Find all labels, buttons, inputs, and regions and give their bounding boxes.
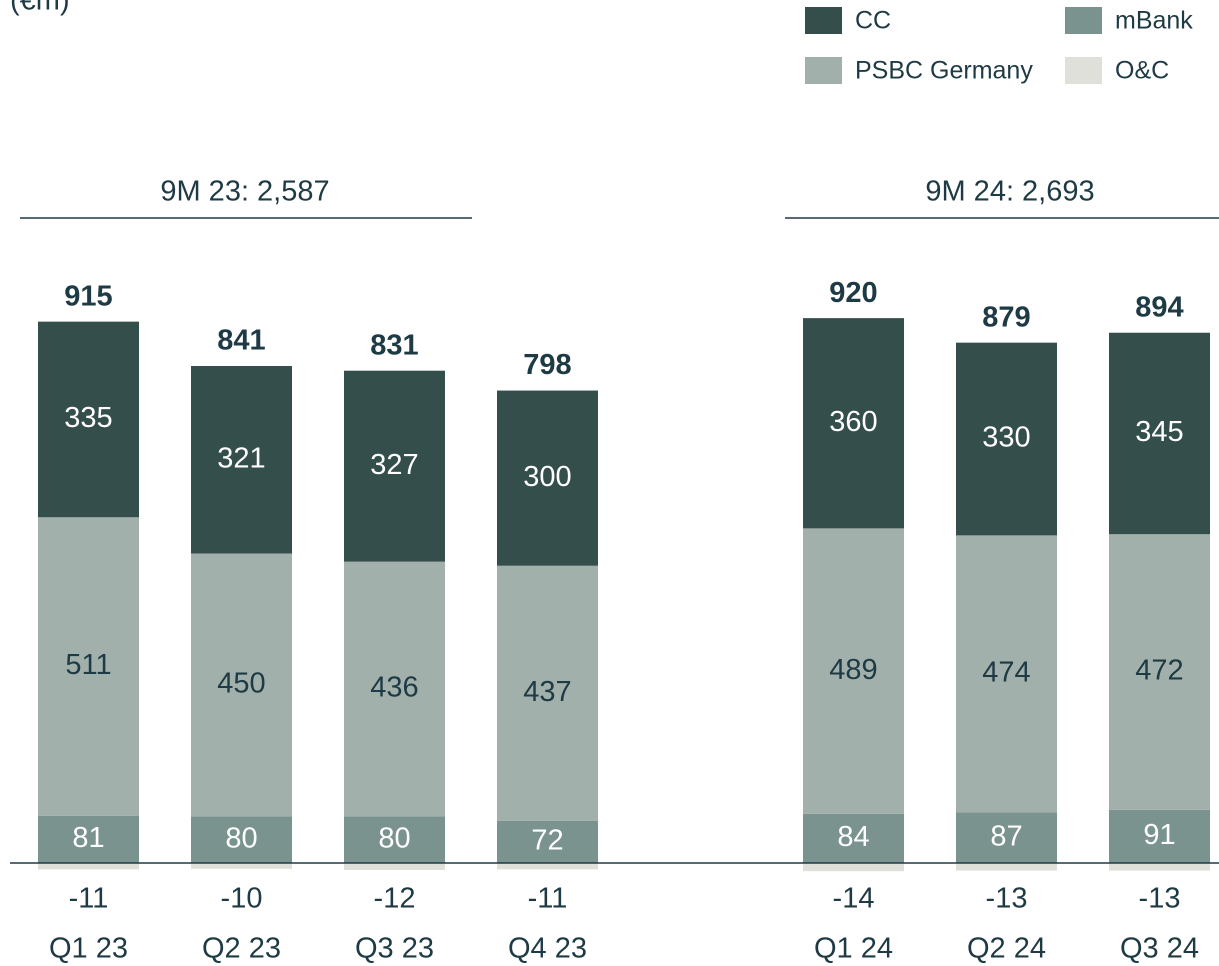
bar-segment (344, 863, 445, 871)
bar-segment (38, 863, 139, 870)
legend-label: CC (855, 7, 891, 35)
bar-segment (956, 812, 1057, 863)
bar-segment (803, 528, 904, 814)
legend-label: PSBC Germany (855, 57, 1033, 85)
segment-label: -12 (374, 883, 416, 915)
bar-segment (956, 863, 1057, 871)
segment-label: 335 (64, 402, 112, 434)
x-tick-label: Q2 24 (967, 933, 1046, 965)
bar-segment (1109, 863, 1210, 871)
x-tick-label: Q1 23 (49, 933, 128, 965)
total-label: 798 (523, 349, 571, 381)
segment-label: 84 (837, 821, 869, 853)
legend-swatch (1065, 57, 1102, 84)
bar-segment (497, 390, 598, 566)
segment-label: 511 (65, 649, 111, 681)
segment-label: 81 (72, 822, 104, 854)
segment-label: 437 (523, 676, 571, 708)
segment-label: 330 (982, 422, 1030, 454)
bar-segment (344, 561, 445, 817)
group-label: 9M 23: 2,587 (160, 176, 329, 208)
segment-label: 436 (370, 672, 418, 704)
x-tick-label: Q2 23 (202, 933, 281, 965)
x-tick-label: Q1 24 (814, 933, 893, 965)
bar-segment (497, 820, 598, 863)
segment-label: 489 (829, 654, 877, 686)
total-label: 879 (982, 301, 1030, 333)
subtitle: (€m) (10, 0, 70, 17)
segment-label: 87 (990, 820, 1022, 852)
segment-label: -11 (528, 883, 568, 915)
total-label: 831 (370, 329, 418, 361)
legend-swatch (805, 57, 842, 84)
segment-label: -13 (986, 883, 1028, 915)
legend-label: O&C (1115, 57, 1169, 85)
bar-segment (497, 565, 598, 821)
legend-label: mBank (1115, 7, 1193, 35)
segment-label: 474 (982, 656, 1030, 688)
bar-segment (38, 321, 139, 518)
segment-label: 360 (829, 406, 877, 438)
bar-segment (956, 342, 1057, 536)
segment-label: 80 (225, 822, 257, 854)
segment-label: 72 (531, 825, 563, 857)
bar-segment (191, 816, 292, 863)
legend-swatch (805, 7, 842, 34)
segment-label: 472 (1135, 655, 1183, 687)
bar-segment (803, 813, 904, 863)
bar-segment (38, 517, 139, 816)
bar-segment (191, 553, 292, 817)
segment-label: 345 (1135, 416, 1183, 448)
total-label: 894 (1135, 291, 1183, 323)
legend-swatch (1065, 7, 1102, 34)
bar-segment (497, 863, 598, 870)
segment-label: -13 (1139, 883, 1181, 915)
total-label: 841 (217, 325, 265, 357)
total-label: 915 (64, 280, 112, 312)
bar-segment (344, 370, 445, 562)
bar-segment (803, 318, 904, 529)
group-label: 9M 24: 2,693 (925, 176, 1094, 208)
segment-label: 300 (523, 461, 571, 493)
segment-label: -11 (69, 883, 109, 915)
segment-label: -10 (221, 883, 263, 915)
segment-label: 321 (217, 442, 265, 474)
bar-segment (1109, 332, 1210, 535)
bar-segment (1109, 809, 1210, 863)
bar-segment (191, 863, 292, 869)
bar-segment (191, 366, 292, 554)
segment-label: 327 (370, 449, 418, 481)
x-tick-label: Q4 23 (508, 933, 587, 965)
bar-segment (38, 815, 139, 863)
bar-segment (803, 863, 904, 872)
x-tick-label: Q3 23 (355, 933, 434, 965)
bar-segment (956, 535, 1057, 813)
segment-label: 91 (1143, 819, 1175, 851)
bar-segment (1109, 534, 1210, 810)
x-tick-label: Q3 24 (1120, 933, 1199, 965)
segment-label: 80 (378, 822, 410, 854)
segment-label: -14 (833, 883, 875, 915)
bar-segment (344, 816, 445, 863)
segment-label: 450 (217, 668, 265, 700)
total-label: 920 (829, 277, 877, 309)
